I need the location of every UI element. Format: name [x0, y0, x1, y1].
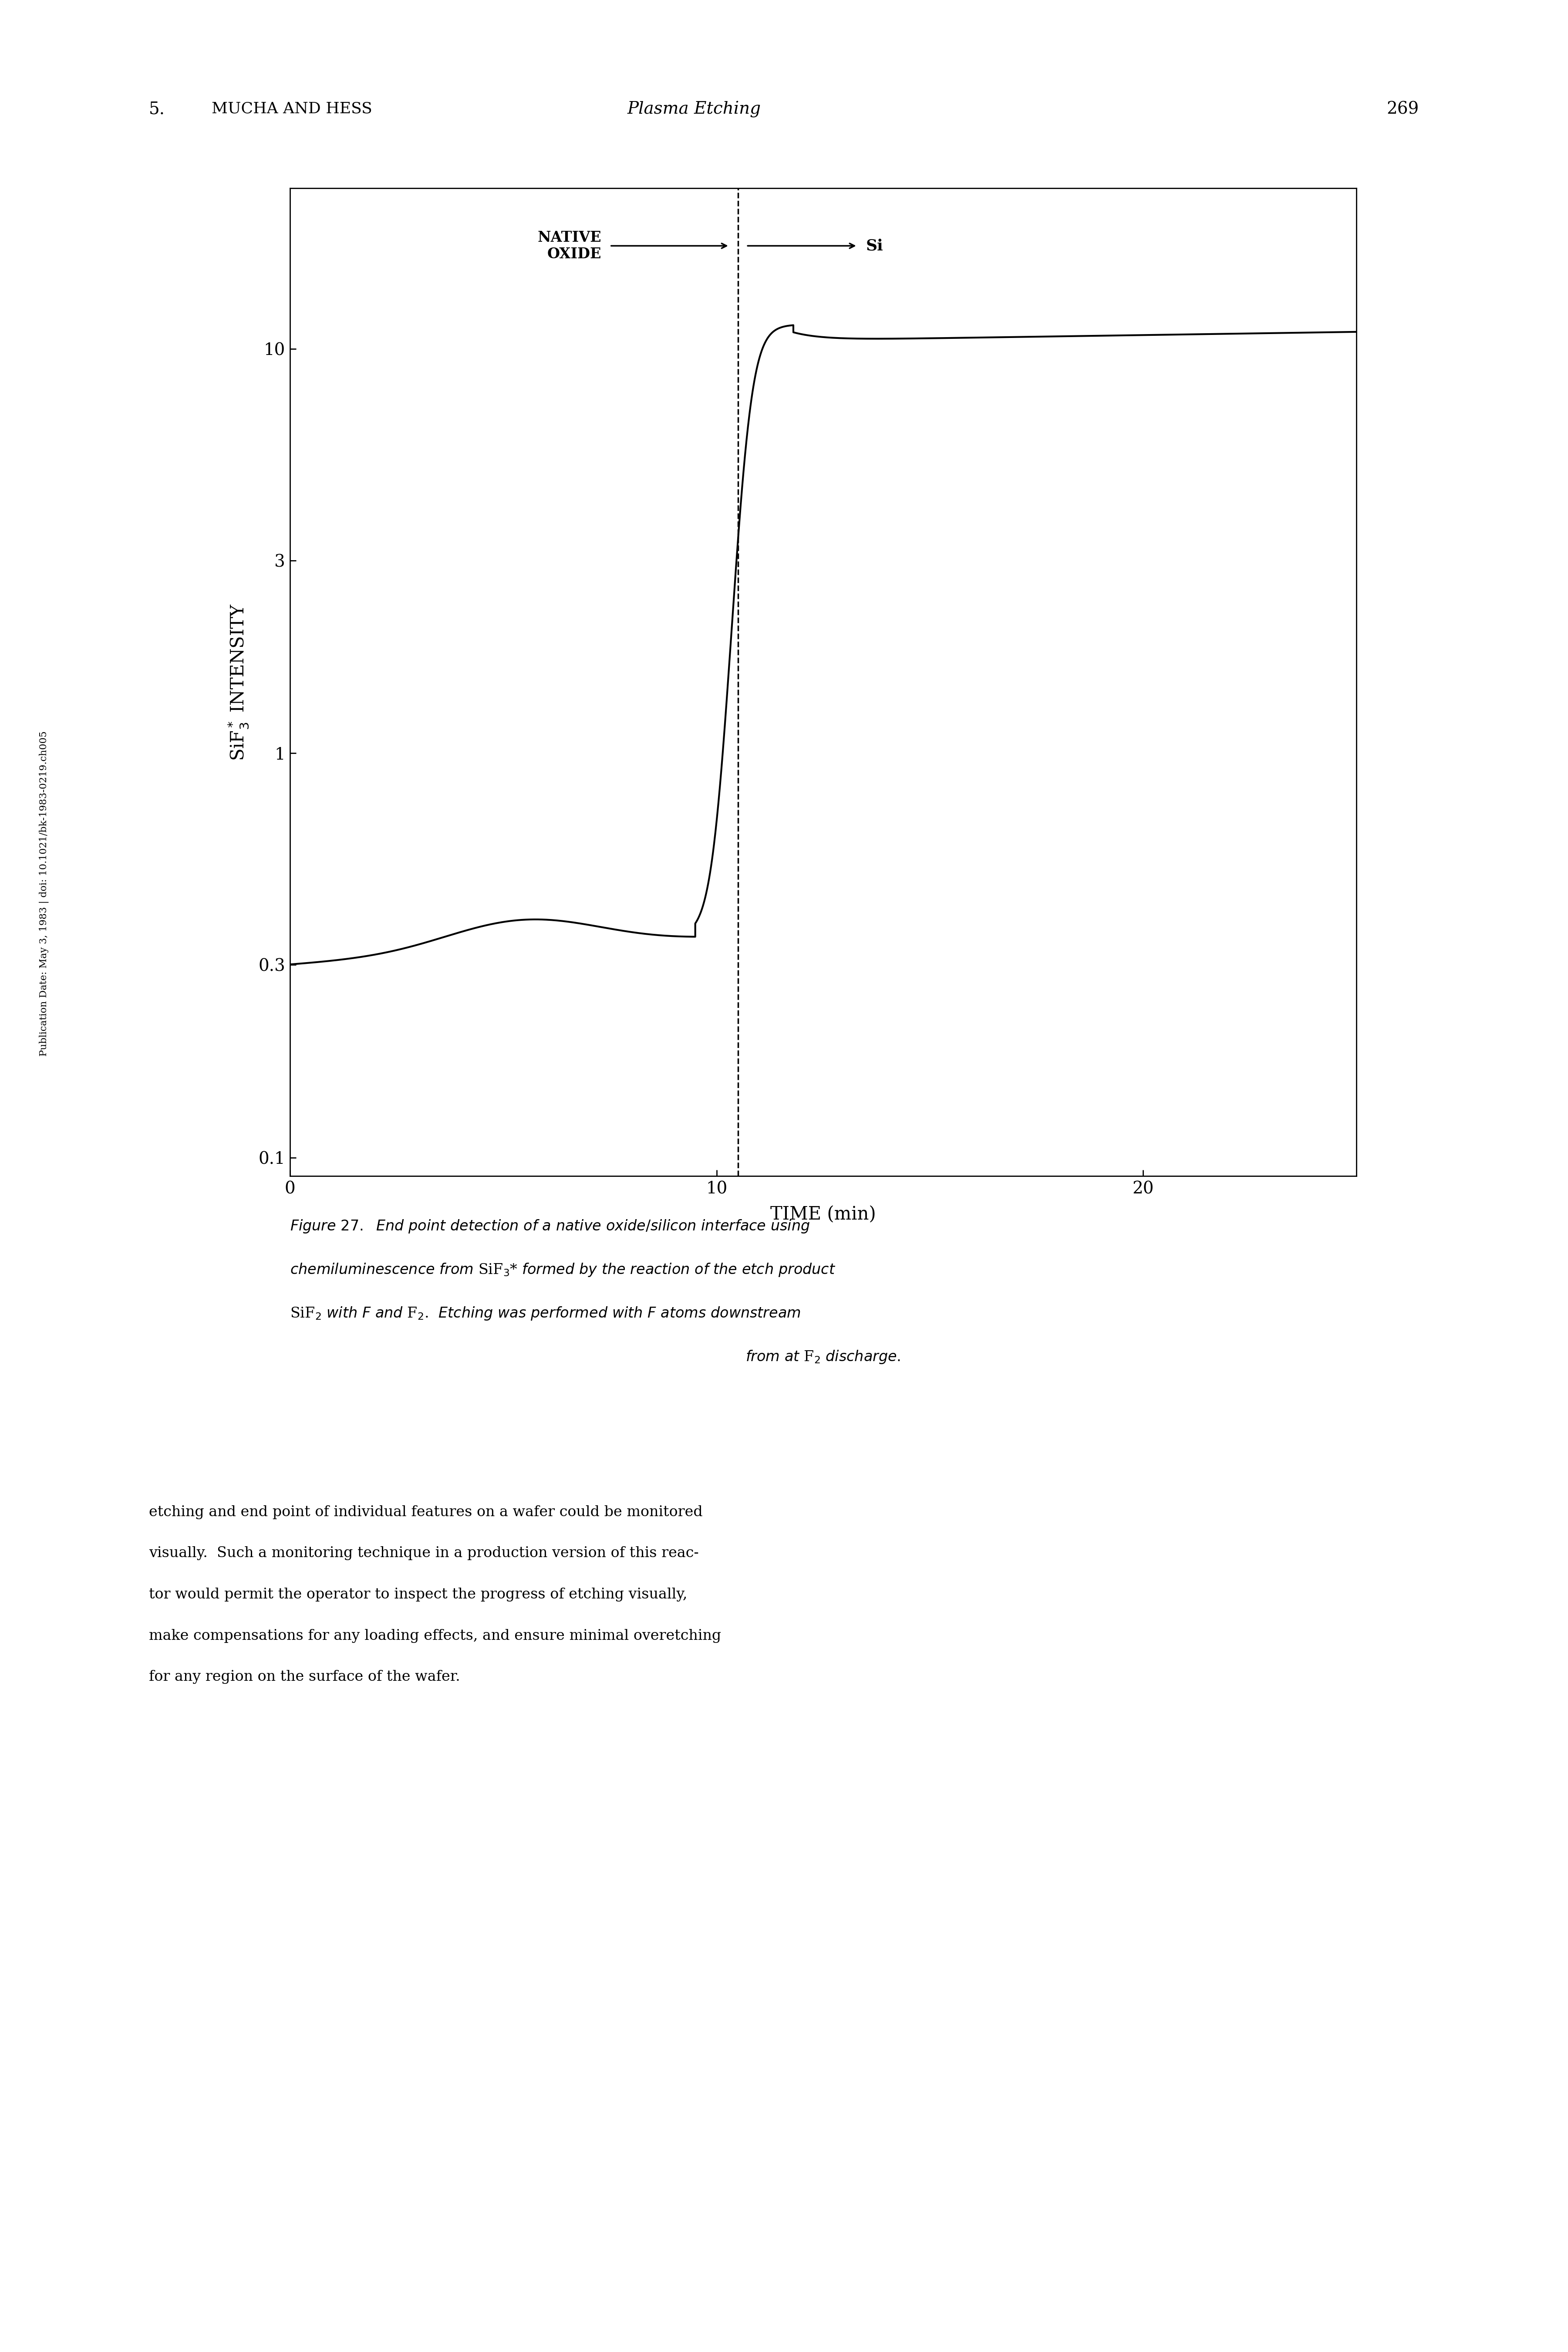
Text: NATIVE
OXIDE: NATIVE OXIDE	[538, 230, 602, 261]
Text: Plasma Etching: Plasma Etching	[627, 101, 760, 118]
Text: 5.: 5.	[149, 101, 165, 118]
Text: 269: 269	[1386, 101, 1419, 118]
Y-axis label: SiF$_3^*$ INTENSITY: SiF$_3^*$ INTENSITY	[227, 604, 249, 760]
Text: for any region on the surface of the wafer.: for any region on the surface of the waf…	[149, 1670, 459, 1684]
Text: Publication Date: May 3, 1983 | doi: 10.1021/bk-1983-0219.ch005: Publication Date: May 3, 1983 | doi: 10.…	[39, 731, 49, 1056]
Text: $\it{chemiluminescence\ from\ }$SiF$_3$*$\it{\ formed\ by\ the\ reaction\ of\ th: $\it{chemiluminescence\ from\ }$SiF$_3$*…	[290, 1263, 836, 1277]
Text: visually.  Such a monitoring technique in a production version of this reac-: visually. Such a monitoring technique in…	[149, 1548, 699, 1559]
Text: SiF$_2$$\it{\ with\ F\ and\ }$F$_2$.$\it{\ \ Etching\ was\ performed\ with\ F\ a: SiF$_2$$\it{\ with\ F\ and\ }$F$_2$.$\it…	[290, 1305, 801, 1322]
Text: tor would permit the operator to inspect the progress of etching visually,: tor would permit the operator to inspect…	[149, 1588, 687, 1602]
Text: $\bf{\it{Figure\ 27.}}$$\it{\ \ End\ point\ detection\ of\ a\ native\ oxide/sili: $\bf{\it{Figure\ 27.}}$$\it{\ \ End\ poi…	[290, 1218, 811, 1235]
Text: make compensations for any loading effects, and ensure minimal overetching: make compensations for any loading effec…	[149, 1628, 721, 1642]
X-axis label: TIME (min): TIME (min)	[770, 1207, 877, 1223]
Text: etching and end point of individual features on a wafer could be monitored: etching and end point of individual feat…	[149, 1505, 702, 1519]
Text: $\it{from\ at\ }$F$_2$$\it{\ discharge.}$: $\it{from\ at\ }$F$_2$$\it{\ discharge.}…	[746, 1350, 900, 1364]
Text: Si: Si	[866, 238, 883, 254]
Text: MUCHA AND HESS: MUCHA AND HESS	[212, 101, 372, 115]
